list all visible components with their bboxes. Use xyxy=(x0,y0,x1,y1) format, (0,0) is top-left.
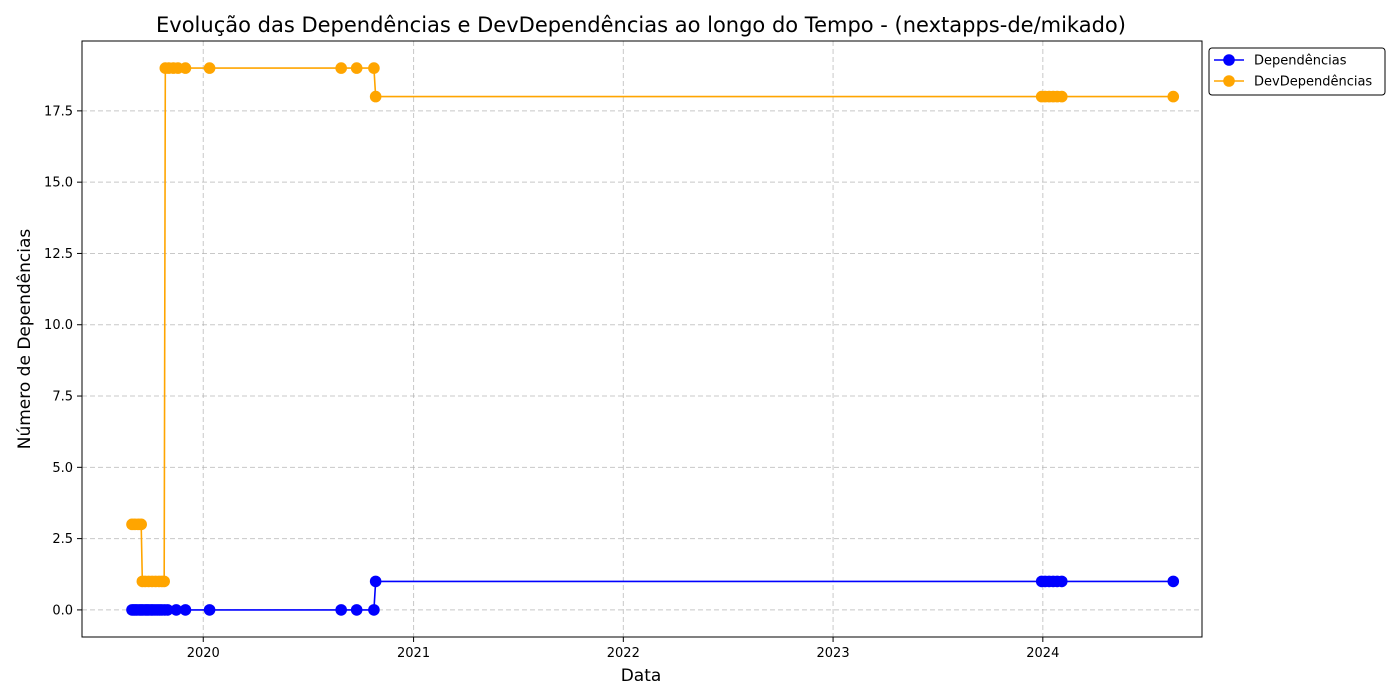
data-point-devdependencias xyxy=(1055,90,1068,103)
y-axis-ticks: 0.0 2.5 5.0 7.5 10.0 12.5 15.0 17.5 xyxy=(44,104,82,618)
data-point-devdependencias xyxy=(368,62,380,74)
data-point-devdependencias xyxy=(350,62,363,74)
data-point-dependencias xyxy=(1167,575,1180,588)
data-point-dependencias xyxy=(350,604,363,616)
data-point-devdependencias xyxy=(203,62,216,74)
legend-label: DevDependências xyxy=(1254,75,1372,90)
grid xyxy=(82,41,1202,637)
legend-item-dependencias: Dependências xyxy=(1214,54,1347,69)
series-line-dependencias xyxy=(131,580,1174,611)
series-layer xyxy=(126,62,1180,616)
data-point-devdependencias xyxy=(158,575,170,588)
y-tick-label: 10.0 xyxy=(44,318,73,333)
data-point-devdependencias xyxy=(335,62,347,74)
legend-marker xyxy=(1223,75,1235,87)
data-point-dependencias xyxy=(1055,575,1068,588)
y-tick-label: 12.5 xyxy=(44,247,73,262)
x-axis-ticks: 2020 2021 2022 2023 2024 xyxy=(187,637,1059,661)
series-dependencias xyxy=(126,575,1180,616)
data-point-dependencias xyxy=(369,575,382,588)
legend-marker xyxy=(1223,54,1235,66)
chart-title: Evolução das Dependências e DevDependênc… xyxy=(156,13,1126,37)
series-devdependencias xyxy=(126,62,1180,588)
y-tick-label: 7.5 xyxy=(52,390,73,405)
data-point-devdependencias xyxy=(179,62,192,74)
x-tick-label: 2024 xyxy=(1026,646,1059,661)
legend-item-devdependencias: DevDependências xyxy=(1214,75,1372,90)
legend-label: Dependências xyxy=(1254,54,1347,69)
y-tick-label: 17.5 xyxy=(44,104,73,119)
data-point-dependencias xyxy=(161,604,174,616)
y-tick-label: 5.0 xyxy=(52,461,73,476)
x-tick-label: 2021 xyxy=(397,646,430,661)
y-tick-label: 2.5 xyxy=(52,532,73,547)
y-tick-label: 0.0 xyxy=(52,603,73,618)
y-tick-label: 15.0 xyxy=(44,176,73,191)
data-point-devdependencias xyxy=(135,518,147,531)
data-point-devdependencias xyxy=(369,90,382,103)
data-point-dependencias xyxy=(179,604,192,616)
legend-frame xyxy=(1208,47,1386,96)
y-axis-label: Número de Dependências xyxy=(15,229,35,450)
x-tick-label: 2023 xyxy=(817,646,850,661)
x-tick-label: 2022 xyxy=(607,646,640,661)
data-point-dependencias xyxy=(335,604,347,616)
x-tick-label: 2020 xyxy=(187,646,220,661)
data-point-dependencias xyxy=(203,604,216,616)
data-point-devdependencias xyxy=(1167,90,1180,103)
data-point-dependencias xyxy=(170,604,183,616)
plot-area-frame xyxy=(81,40,1203,638)
x-axis-label: Data xyxy=(621,666,662,686)
legend: Dependências DevDependências xyxy=(1208,47,1386,96)
data-point-dependencias xyxy=(368,604,380,616)
